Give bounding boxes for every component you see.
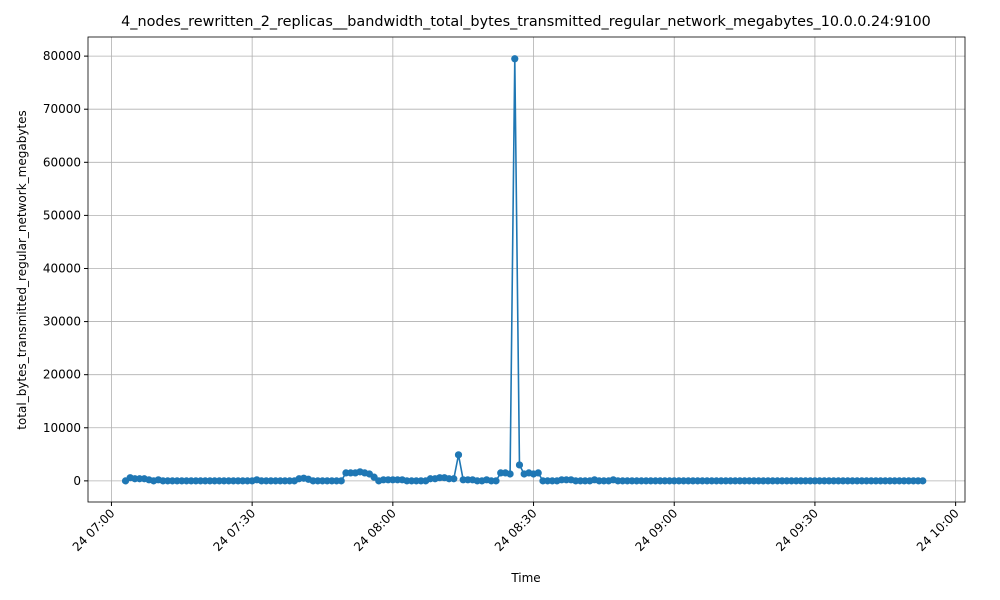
y-tick-label: 0 [73,474,81,488]
y-tick-label: 60000 [43,155,81,169]
data-point [454,451,463,459]
y-tick-label: 20000 [43,368,81,382]
y-tick-label: 10000 [43,421,81,435]
y-tick-label: 30000 [43,315,81,329]
data-point [337,477,345,485]
data-point [492,477,500,485]
y-tick-label: 40000 [43,261,81,275]
y-tick-label: 50000 [43,208,81,222]
data-point [506,470,514,478]
data-point [534,469,542,477]
y-axis-label: total_bytes_transmitted_regular_network_… [15,110,29,430]
x-axis-label: Time [510,571,540,585]
y-tick-label: 70000 [43,102,81,116]
chart-title: 4_nodes_rewritten_2_replicas__bandwidth_… [121,14,931,30]
plot-frame [87,36,966,503]
data-point [515,461,524,469]
y-tick-label: 80000 [43,49,81,63]
data-point [511,55,519,63]
data-point [919,477,927,485]
data-point [450,475,458,483]
